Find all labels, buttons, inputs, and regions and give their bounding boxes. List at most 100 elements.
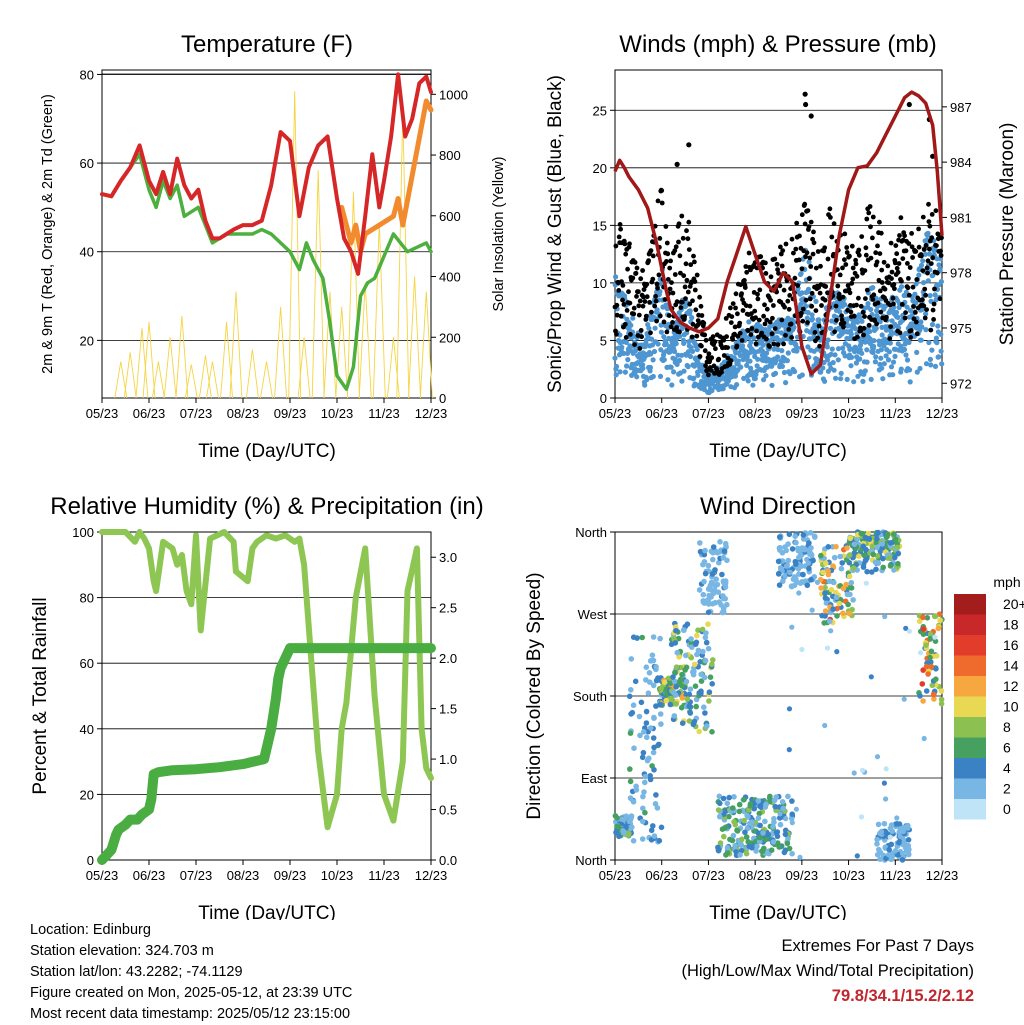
direction-point (849, 606, 855, 613)
direction-point (862, 534, 869, 541)
direction-point (753, 848, 759, 854)
gust-point (875, 243, 880, 249)
series-2m-dewpoint (100, 152, 433, 391)
wind-point (658, 322, 664, 328)
gust-point (672, 248, 678, 254)
direction-point (818, 585, 824, 591)
gust-point (811, 229, 816, 235)
direction-point (923, 642, 929, 648)
wind-point (887, 340, 893, 346)
direction-point (627, 766, 633, 772)
gust-point (737, 330, 743, 336)
x-tick-label: 07/23 (180, 406, 213, 421)
wind-point (929, 347, 935, 353)
direction-point (776, 545, 783, 551)
direction-point (828, 586, 835, 593)
colorbar-label: 8 (1003, 719, 1011, 735)
wind-point (630, 315, 636, 321)
gust-point (823, 284, 829, 289)
direction-point (854, 536, 861, 542)
wind-point (650, 357, 656, 363)
gust-point (879, 280, 885, 285)
wind-point (935, 323, 941, 329)
wind-point (857, 314, 863, 320)
gust-point (625, 266, 630, 272)
gust-point (842, 231, 848, 237)
gust-point (655, 285, 660, 291)
gust-point (723, 316, 729, 321)
direction-point (891, 531, 897, 537)
direction-point (892, 536, 899, 543)
wind-point (901, 346, 908, 353)
wind-point (859, 350, 865, 356)
direction-point (629, 824, 635, 830)
gust-point (668, 258, 673, 264)
colorbar-label: 18 (1003, 617, 1019, 633)
gust-point (891, 282, 897, 287)
gust-point (679, 213, 685, 219)
direction-point (797, 854, 803, 861)
direction-point (789, 624, 795, 630)
direction-point (686, 691, 693, 698)
gust-point (775, 342, 781, 347)
panel-4: Wind Direction Time (Day/UTC) 05/23 06/23 07… (524, 493, 1024, 920)
gust-point (913, 310, 918, 315)
wind-point (918, 262, 925, 268)
gust-point (633, 270, 639, 276)
direction-point (820, 569, 826, 576)
y-tick-label: 20 (80, 333, 94, 348)
gust-point (754, 328, 759, 334)
direction-point (858, 814, 865, 820)
direction-point (671, 678, 678, 685)
direction-point (630, 702, 637, 708)
wind-point (923, 327, 929, 333)
direction-point (649, 652, 656, 658)
direction-point (874, 544, 880, 551)
direction-point (932, 638, 939, 644)
gust-point (656, 272, 662, 278)
gust-point (762, 321, 768, 327)
direction-point (693, 703, 699, 710)
direction-point (927, 631, 934, 637)
wind-point (792, 368, 798, 375)
direction-point (785, 793, 791, 800)
direction-point (805, 560, 812, 566)
direction-point (630, 838, 637, 844)
direction-point (800, 532, 807, 538)
gust-point (795, 283, 801, 288)
x-tick-label: 05/23 (599, 868, 632, 883)
gust-point (800, 318, 806, 324)
gust-point (855, 334, 860, 340)
gust-point (919, 253, 924, 259)
gust-point (889, 269, 895, 275)
wind-point (646, 325, 652, 331)
x-tick-label: 09/23 (274, 868, 307, 883)
wind-point (619, 344, 625, 350)
wind-point (623, 339, 629, 345)
direction-point (653, 792, 659, 798)
direction-point (783, 563, 790, 569)
direction-point (874, 841, 880, 847)
x-tick-label: 07/23 (692, 868, 725, 883)
wind-point (914, 349, 920, 355)
wind-point (775, 354, 781, 360)
wind-point (934, 340, 940, 346)
extremes-values: 79.8/34.1/15.2/2.12 (831, 987, 974, 1005)
direction-point (844, 591, 851, 598)
wind-point (622, 369, 629, 375)
wind-point (784, 358, 791, 364)
gust-point (768, 297, 773, 303)
direction-point (874, 836, 880, 843)
wind-point (864, 359, 870, 365)
gust-point (854, 273, 860, 279)
wind-point (918, 337, 924, 343)
direction-point (628, 656, 635, 662)
station-location: Location: Edinburg (30, 922, 151, 938)
gust-point (929, 212, 935, 217)
direction-point (819, 612, 825, 619)
direction-point (757, 834, 763, 841)
gust-point (870, 297, 876, 302)
direction-point (896, 839, 902, 846)
direction-point (641, 789, 647, 795)
direction-point (777, 815, 783, 821)
